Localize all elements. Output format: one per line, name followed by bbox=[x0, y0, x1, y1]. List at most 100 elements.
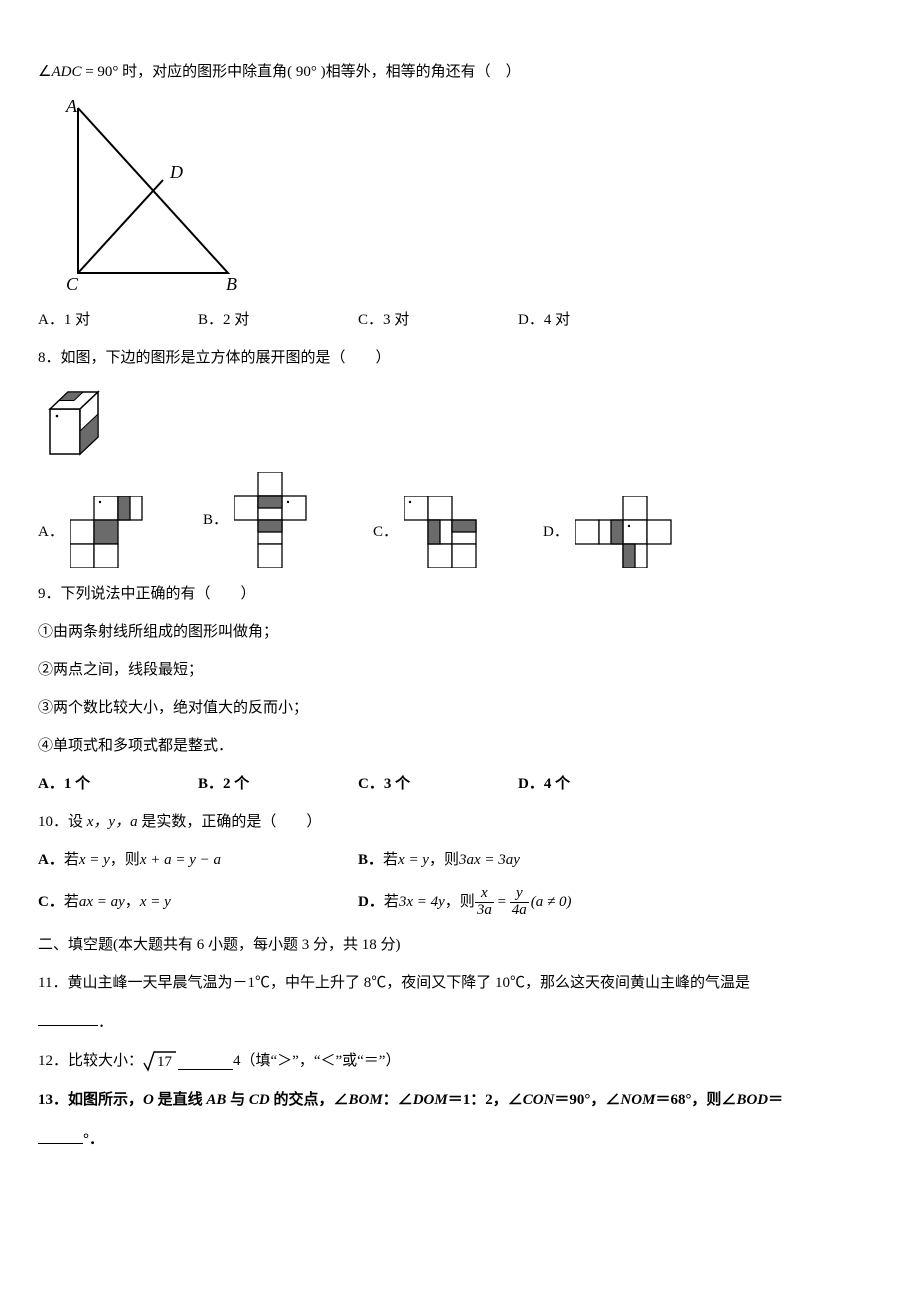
q9-opt-D: 4 个 bbox=[544, 772, 570, 796]
label-D: D bbox=[169, 162, 183, 182]
q10-D-mid: ，则 bbox=[445, 890, 475, 914]
label-C: C bbox=[66, 274, 79, 294]
q7-opt-A: 1 对 bbox=[64, 308, 90, 332]
q7-options: A．1 对 B．2 对 C．3 对 D．4 对 bbox=[38, 308, 882, 332]
q13-t4: ：∠ bbox=[383, 1092, 413, 1108]
q10-row2: C． 若 ax = ay，x = y D． 若 3x = 4y，则 x3a = … bbox=[38, 886, 882, 919]
label-A: A bbox=[65, 98, 78, 116]
q12-post: 4（填“＞”，“＜”或“＝”） bbox=[233, 1049, 400, 1073]
q8-net-D bbox=[575, 496, 695, 568]
q10-row1: A． 若 x = y，则 x + a = y − a B． 若 x = y，则 … bbox=[38, 848, 882, 872]
q12-blank bbox=[178, 1052, 233, 1070]
q9-prompt: 9．下列说法中正确的有（ ） bbox=[38, 582, 882, 606]
q9-options: A．1 个 B．2 个 C．3 个 D．4 个 bbox=[38, 772, 882, 796]
q10-D-tail: (a ≠ 0) bbox=[531, 890, 572, 914]
q13-DOM: DOM bbox=[413, 1092, 448, 1108]
q10-post: 是实数，正确的是（ ） bbox=[138, 814, 322, 830]
q10-C-eq2: x = y bbox=[140, 890, 171, 914]
q10-A-mid: ，则 bbox=[110, 848, 140, 872]
q10-D-f1n: x bbox=[475, 886, 494, 903]
q13: 13．如图所示，O 是直线 AB 与 CD 的交点，∠BOM：∠DOM＝1：2，… bbox=[38, 1088, 882, 1112]
q10-B-pre: 若 bbox=[383, 848, 398, 872]
q8-optlabel-A: A． bbox=[38, 520, 64, 544]
q8-optlabel-D: D． bbox=[543, 520, 569, 544]
q7-angle-rest: = 90° 时，对应的图形中除直角( 90° )相等外，相等的角还有（ ） bbox=[81, 64, 520, 80]
q10-D-f1d: 3a bbox=[475, 903, 494, 919]
q9-s3: ③两个数比较大小，绝对值大的反而小； bbox=[38, 696, 882, 720]
q10-lblC: C． bbox=[38, 890, 64, 914]
q13-t7: ＝68°，则∠ bbox=[655, 1092, 736, 1108]
q13-NOM: NOM bbox=[620, 1092, 655, 1108]
q7-angle-prefix: ∠ bbox=[38, 64, 51, 80]
optlabel-D: D． bbox=[518, 308, 544, 332]
q9-s4: ④单项式和多项式都是整式． bbox=[38, 734, 882, 758]
q10-A-eq2: x + a = y − a bbox=[140, 848, 221, 872]
q12-pre: 12．比较大小： bbox=[38, 1049, 143, 1073]
q9-opt-C: 3 个 bbox=[384, 772, 410, 796]
q11-blank bbox=[38, 1009, 98, 1027]
q10-B-eq1: x = y bbox=[398, 848, 429, 872]
q8-cube-figure bbox=[38, 384, 882, 462]
q12: 12．比较大小： 17 4（填“＞”，“＜”或“＝”） bbox=[38, 1048, 882, 1074]
q12-sqrt-val: 17 bbox=[157, 1050, 172, 1074]
q13-t1: 是直线 bbox=[154, 1092, 207, 1108]
q10-D-pre: 若 bbox=[384, 890, 399, 914]
q13-blank-row: °． bbox=[38, 1126, 882, 1152]
q9-optlabel-B: B． bbox=[198, 772, 223, 796]
q7-opt-B: 2 对 bbox=[223, 308, 249, 332]
q9-optlabel-C: C． bbox=[358, 772, 384, 796]
q10-A-eq1: x = y bbox=[79, 848, 110, 872]
q7-prompt: ∠ADC = 90° 时，对应的图形中除直角( 90° )相等外，相等的角还有（… bbox=[38, 60, 882, 84]
optlabel-C: C． bbox=[358, 308, 383, 332]
q10-D-f2d: 4a bbox=[510, 903, 529, 919]
q7-opt-D: 4 对 bbox=[544, 308, 570, 332]
q8-net-B bbox=[234, 472, 330, 568]
q10-lblD: D． bbox=[358, 890, 384, 914]
q10-pre: 10．设 bbox=[38, 814, 87, 830]
q13-BOM: BOM bbox=[349, 1092, 383, 1108]
q13-O: O bbox=[143, 1092, 154, 1108]
q10-C-mid: ， bbox=[125, 890, 140, 914]
optlabel-A: A． bbox=[38, 308, 64, 332]
q10-D-f2n: y bbox=[510, 886, 529, 903]
q10-vars: x，y，a bbox=[87, 814, 138, 830]
q9-optlabel-D: D． bbox=[518, 772, 544, 796]
q7-figure: A D C B bbox=[38, 98, 882, 298]
q8-optlabel-C: C． bbox=[373, 520, 398, 544]
q13-pre: 13．如图所示， bbox=[38, 1092, 143, 1108]
optlabel-B: B． bbox=[198, 308, 223, 332]
q10-lblB: B． bbox=[358, 848, 383, 872]
q10-eq-sign: = bbox=[494, 890, 510, 914]
q7-angle-var: ADC bbox=[51, 64, 81, 80]
q10-lblA: A． bbox=[38, 848, 64, 872]
q10-D-eq1: 3x = 4y bbox=[399, 890, 445, 914]
q10-B-mid: ，则 bbox=[429, 848, 459, 872]
q13-t3: 的交点，∠ bbox=[270, 1092, 349, 1108]
q9-optlabel-A: A． bbox=[38, 772, 64, 796]
q8-net-A bbox=[70, 496, 166, 568]
q7-opt-C: 3 对 bbox=[383, 308, 409, 332]
q13-t6: ＝90°，∠ bbox=[554, 1092, 620, 1108]
q9-s2: ②两点之间，线段最短； bbox=[38, 658, 882, 682]
q13-t8: ＝ bbox=[768, 1092, 783, 1108]
q9-opt-A: 1 个 bbox=[64, 772, 90, 796]
q11-tail: ． bbox=[98, 1014, 113, 1030]
q13-tail: °． bbox=[83, 1132, 104, 1148]
q9-s1: ①由两条射线所组成的图形叫做角； bbox=[38, 620, 882, 644]
q13-t2: 与 bbox=[226, 1092, 249, 1108]
q11-text: 11．黄山主峰一天早晨气温为－1℃，中午上升了 8℃，夜间又下降了 10℃，那么… bbox=[38, 975, 750, 991]
q13-CD: CD bbox=[249, 1092, 270, 1108]
q11: 11．黄山主峰一天早晨气温为－1℃，中午上升了 8℃，夜间又下降了 10℃，那么… bbox=[38, 971, 882, 995]
q13-blank bbox=[38, 1126, 83, 1144]
q13-AB: AB bbox=[206, 1092, 226, 1108]
section2-header: 二、填空题(本大题共有 6 小题，每小题 3 分，共 18 分) bbox=[38, 933, 882, 957]
q8-optlabel-B: B． bbox=[203, 508, 228, 532]
q9-opt-B: 2 个 bbox=[223, 772, 249, 796]
q13-BOD: BOD bbox=[736, 1092, 768, 1108]
q13-t5: ＝1：2，∠ bbox=[448, 1092, 523, 1108]
q10-B-eq2: 3ax = 3ay bbox=[459, 848, 520, 872]
q8-prompt: 8．如图，下边的图形是立方体的展开图的是（ ） bbox=[38, 346, 882, 370]
q10-C-pre: 若 bbox=[64, 890, 79, 914]
q10-C-eq1: ax = ay bbox=[79, 890, 125, 914]
q10-A-pre: 若 bbox=[64, 848, 79, 872]
